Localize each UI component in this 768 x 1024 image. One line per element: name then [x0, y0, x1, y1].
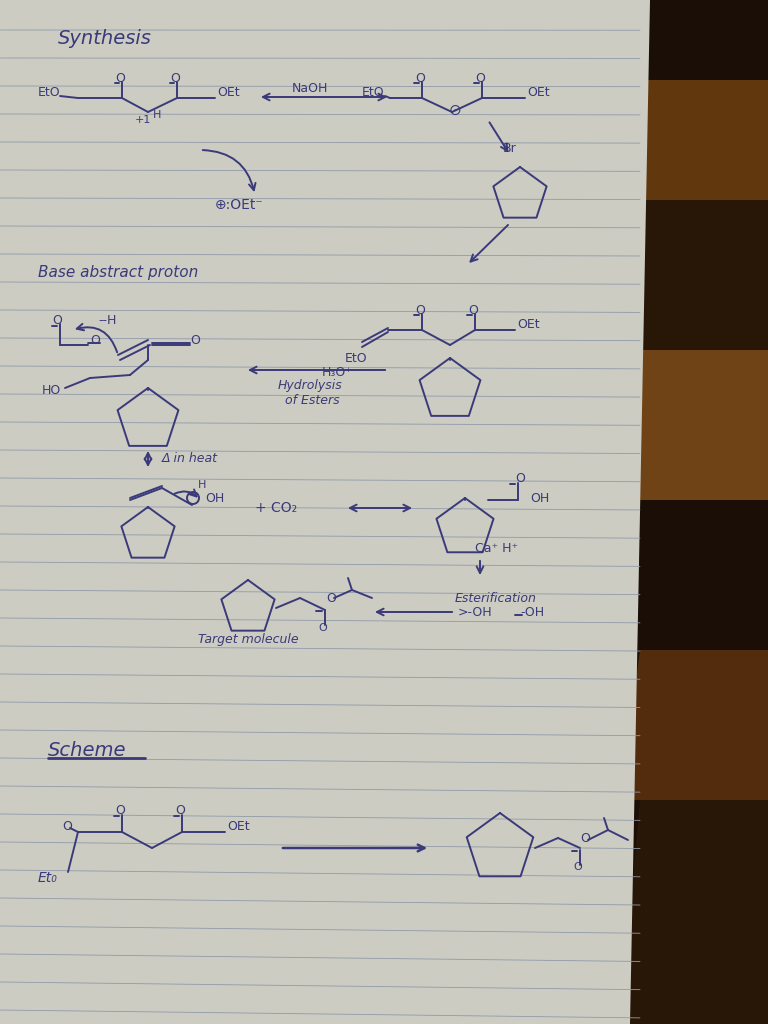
- Text: >-OH: >-OH: [458, 606, 492, 620]
- Text: O: O: [415, 303, 425, 316]
- Text: O: O: [318, 623, 326, 633]
- Text: O: O: [475, 72, 485, 85]
- Text: O: O: [115, 804, 125, 816]
- Text: O: O: [190, 334, 200, 346]
- Polygon shape: [620, 800, 768, 1024]
- Text: of Esters: of Esters: [285, 393, 339, 407]
- Text: Δ in heat: Δ in heat: [162, 452, 218, 465]
- Polygon shape: [620, 500, 768, 650]
- Text: Br: Br: [503, 141, 517, 155]
- Text: EtO: EtO: [345, 351, 368, 365]
- Text: OEt: OEt: [517, 318, 540, 332]
- Polygon shape: [620, 350, 768, 500]
- Text: O: O: [573, 862, 581, 872]
- Text: + CO₂: + CO₂: [255, 501, 297, 515]
- Text: O: O: [170, 72, 180, 85]
- Text: EtO: EtO: [38, 86, 61, 99]
- Text: ⊕:OEt⁻: ⊕:OEt⁻: [215, 198, 263, 212]
- Text: O: O: [468, 303, 478, 316]
- Text: O: O: [52, 313, 62, 327]
- Text: Base abstract proton: Base abstract proton: [38, 264, 198, 280]
- Polygon shape: [620, 0, 768, 80]
- Text: O: O: [580, 831, 590, 845]
- Text: Esterification: Esterification: [455, 592, 537, 604]
- Polygon shape: [620, 80, 768, 200]
- Text: Ca⁺ H⁺: Ca⁺ H⁺: [475, 542, 518, 555]
- Polygon shape: [0, 0, 650, 1024]
- Text: OEt: OEt: [217, 86, 240, 99]
- Text: O: O: [515, 471, 525, 484]
- Text: HO: HO: [42, 384, 61, 396]
- Text: Hydrolysis: Hydrolysis: [278, 380, 343, 392]
- Text: Scheme: Scheme: [48, 740, 127, 760]
- Text: H: H: [198, 480, 207, 490]
- Text: O: O: [415, 72, 425, 85]
- Text: H₃O⁺: H₃O⁺: [322, 366, 353, 379]
- Text: +1: +1: [135, 115, 151, 125]
- Text: O: O: [175, 804, 185, 816]
- Text: OEt: OEt: [527, 86, 550, 99]
- Polygon shape: [620, 650, 768, 800]
- Polygon shape: [620, 200, 768, 350]
- Text: OH: OH: [205, 492, 224, 505]
- Text: OH: OH: [530, 492, 549, 505]
- Text: O: O: [62, 819, 72, 833]
- Text: O: O: [90, 334, 100, 346]
- Text: EtO: EtO: [362, 86, 385, 99]
- Text: H: H: [153, 110, 161, 120]
- Text: ⊙: ⊙: [449, 102, 462, 118]
- Text: Synthesis: Synthesis: [58, 29, 152, 47]
- Text: O: O: [326, 592, 336, 604]
- Text: -OH: -OH: [520, 606, 544, 620]
- Text: Target molecule: Target molecule: [197, 634, 298, 646]
- Text: O: O: [115, 72, 125, 85]
- Polygon shape: [590, 0, 768, 1024]
- Text: Et₀: Et₀: [38, 871, 58, 885]
- Text: NaOH: NaOH: [292, 82, 329, 94]
- Text: OEt: OEt: [227, 819, 250, 833]
- Text: --H: --H: [98, 313, 117, 327]
